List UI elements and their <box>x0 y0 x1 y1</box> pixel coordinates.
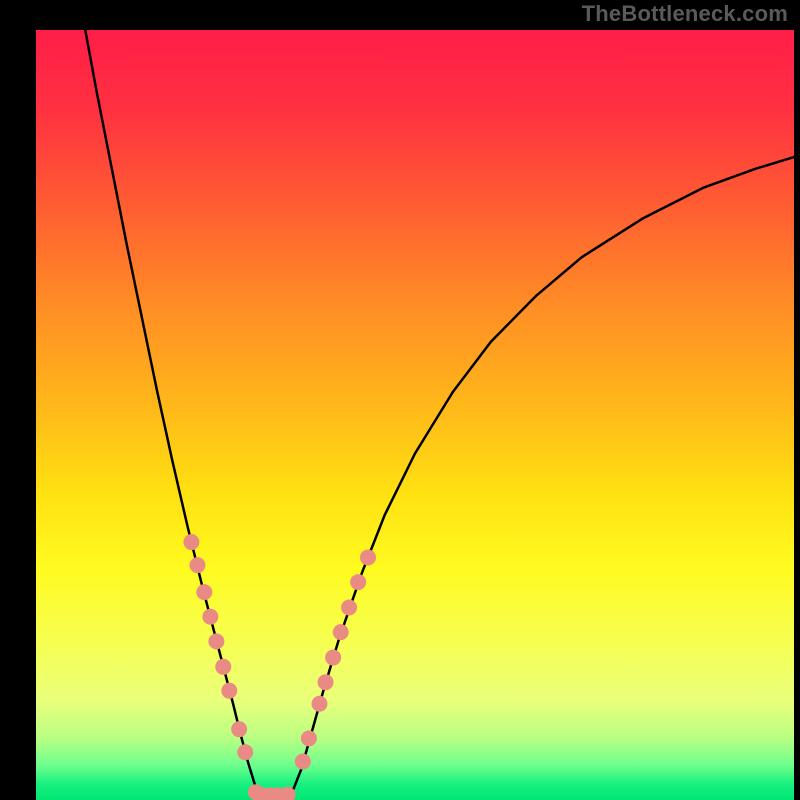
marker-point <box>189 557 205 573</box>
marker-point <box>237 744 253 760</box>
marker-point <box>221 683 237 699</box>
marker-point <box>325 650 341 666</box>
plot-area <box>36 30 794 800</box>
marker-point <box>311 696 327 712</box>
marker-point <box>350 574 366 590</box>
marker-point <box>341 600 357 616</box>
marker-point <box>333 624 349 640</box>
marker-point <box>295 754 311 770</box>
marker-point <box>301 730 317 746</box>
marker-group <box>183 534 376 800</box>
chart-overlay <box>36 30 794 800</box>
watermark-text: TheBottleneck.com <box>582 1 788 27</box>
chart-container: TheBottleneck.com <box>0 0 800 800</box>
marker-point <box>196 584 212 600</box>
marker-point <box>360 549 376 565</box>
marker-point <box>231 721 247 737</box>
marker-point <box>208 633 224 649</box>
marker-point <box>202 609 218 625</box>
marker-point <box>183 534 199 550</box>
marker-point <box>215 659 231 675</box>
bottleneck-curve <box>85 30 794 796</box>
marker-point <box>318 674 334 690</box>
